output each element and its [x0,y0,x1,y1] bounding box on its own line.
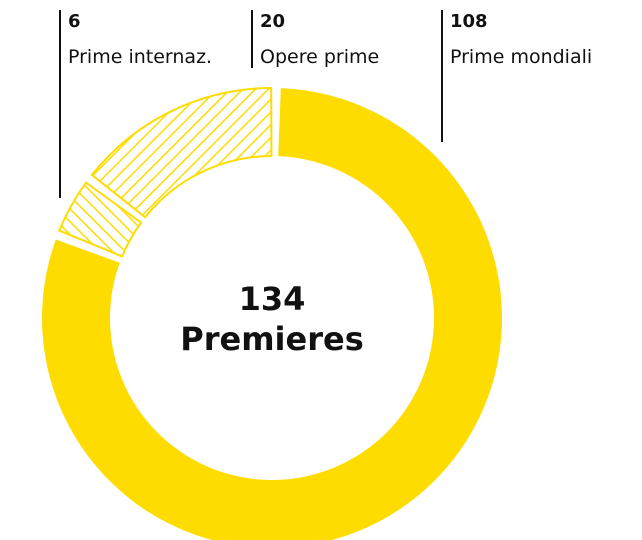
segment-label: Opere prime [260,46,379,68]
center-label: Premieres [180,320,363,358]
donut-segment [90,86,273,219]
value-label: 20 [260,11,285,32]
donut-segment [57,181,143,258]
center-value: 134 [239,280,306,318]
donut-segment [42,88,502,540]
segment-label: Prime internaz. [68,46,212,68]
segment-label: Prime mondiali [450,46,592,68]
value-label: 6 [68,11,81,32]
value-label: 108 [450,11,488,32]
